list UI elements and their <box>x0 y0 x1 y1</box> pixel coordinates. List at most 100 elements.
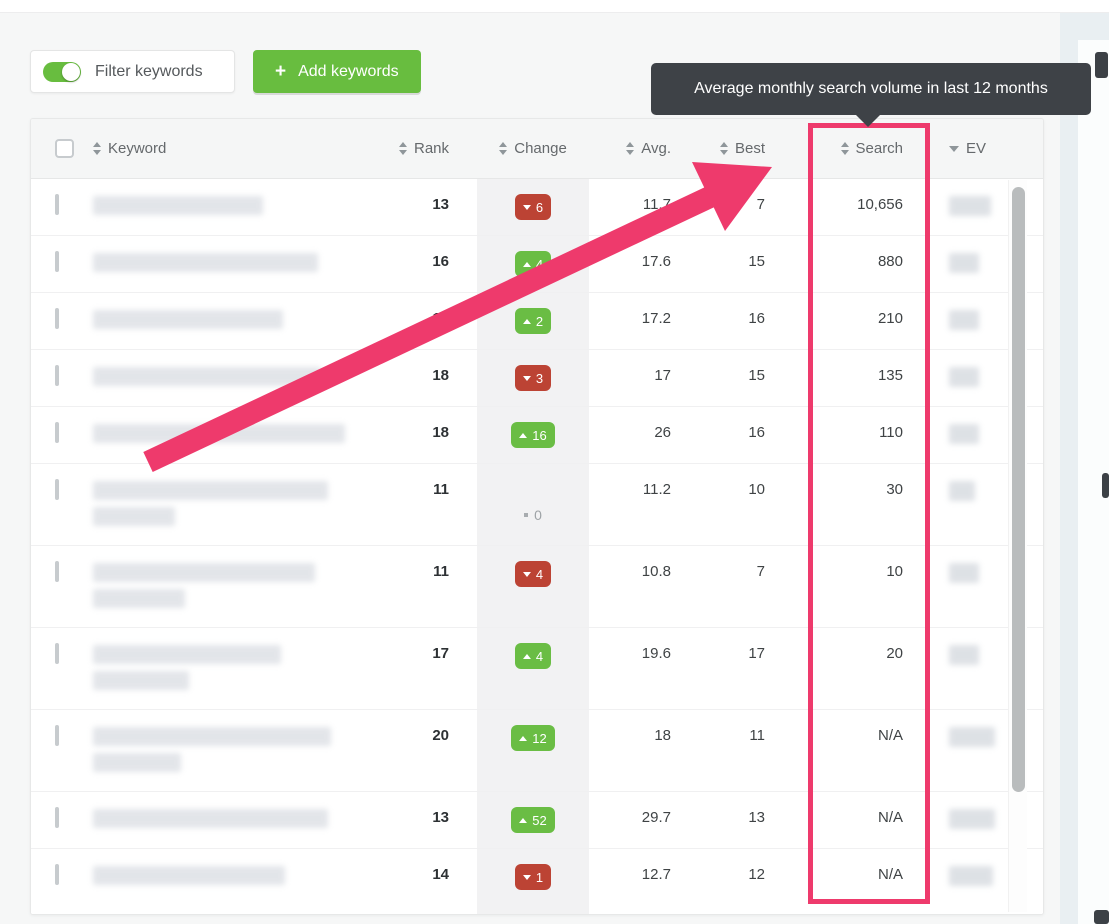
change-cell: 3 <box>477 350 589 406</box>
dot-icon <box>524 512 529 517</box>
row-checkbox[interactable] <box>55 864 59 885</box>
row-checkbox[interactable] <box>55 365 59 386</box>
keyword-cell-redacted <box>93 293 399 329</box>
change-badge: 52 <box>511 807 555 833</box>
row-checkbox[interactable] <box>55 422 59 443</box>
search-cell: 10,656 <box>857 196 903 213</box>
rank-cell: 13 <box>432 809 449 826</box>
search-cell: N/A <box>877 809 903 826</box>
search-cell: 880 <box>877 253 903 270</box>
column-header-rank[interactable]: Rank <box>399 140 477 157</box>
change-badge: 3 <box>514 365 552 391</box>
sort-arrows-icon <box>626 142 635 155</box>
keyword-table-row[interactable]: 17 4 19.6 17 20 <box>31 628 1043 710</box>
ev-value-redacted <box>949 563 979 583</box>
row-checkbox[interactable] <box>55 643 59 664</box>
change-value: 12 <box>532 730 547 746</box>
row-checkbox[interactable] <box>55 479 59 500</box>
redacted-keyword-line <box>93 310 283 329</box>
ev-value-redacted <box>949 809 995 829</box>
redacted-keyword-line <box>93 589 185 608</box>
keyword-table-row[interactable]: 18 16 26 16 110 <box>31 407 1043 464</box>
row-checkbox[interactable] <box>55 725 59 746</box>
row-checkbox[interactable] <box>55 561 59 582</box>
column-header-ev[interactable]: EV <box>941 140 1019 157</box>
rank-cell: 17 <box>432 310 449 327</box>
column-header-label: Best <box>735 140 766 157</box>
keyword-cell-redacted <box>93 792 399 828</box>
add-keywords-button[interactable]: + Add keywords <box>253 50 421 93</box>
avg-cell: 12.7 <box>641 866 671 883</box>
column-header-label: Rank <box>414 140 450 157</box>
column-header-best[interactable]: Best <box>687 140 773 157</box>
keyword-table-row[interactable]: 14 1 12.7 12 N/A <box>31 849 1043 914</box>
column-header-search[interactable]: Search <box>773 140 941 157</box>
change-cell: 2 <box>477 293 589 349</box>
tooltip-pointer-icon <box>855 114 881 127</box>
row-checkbox[interactable] <box>55 194 59 215</box>
keyword-table-row[interactable]: 17 2 17.2 16 210 <box>31 293 1043 350</box>
column-header-change[interactable]: Change <box>477 140 589 157</box>
redacted-keyword-line <box>93 424 345 443</box>
row-checkbox[interactable] <box>55 251 59 272</box>
change-badge: 16 <box>511 422 555 448</box>
table-body: 13 6 11.7 7 10,656 16 4 <box>31 179 1043 914</box>
column-header-label: EV <box>966 140 987 157</box>
table-header-row: Keyword Rank Change Avg. Best Search E <box>31 119 1043 179</box>
filter-keywords-control[interactable]: Filter keywords <box>30 50 235 93</box>
row-checkbox[interactable] <box>55 807 59 828</box>
vertical-scrollbar-thumb[interactable] <box>1012 187 1025 792</box>
keyword-table-row[interactable]: 20 12 18 11 N/A <box>31 710 1043 792</box>
search-cell: N/A <box>877 866 903 883</box>
row-select-cell <box>31 849 93 914</box>
change-value: 4 <box>535 648 544 664</box>
column-header-label: Change <box>514 140 567 157</box>
filter-keywords-label: Filter keywords <box>95 62 203 80</box>
column-header-avg[interactable]: Avg. <box>589 140 687 157</box>
column-header-label: Keyword <box>108 140 167 157</box>
column-header-keyword[interactable]: Keyword <box>93 140 399 157</box>
filter-toggle[interactable] <box>43 61 81 82</box>
rank-cell: 20 <box>432 727 449 744</box>
avg-cell: 19.6 <box>641 645 671 662</box>
search-volume-tooltip: Average monthly search volume in last 12… <box>651 63 1091 127</box>
column-header-label: Search <box>855 140 904 157</box>
triangle-up-icon <box>522 261 531 267</box>
select-all-checkbox[interactable] <box>55 139 74 158</box>
redacted-keyword-line <box>93 253 318 272</box>
search-cell: 10 <box>886 563 903 580</box>
keyword-table-row[interactable]: 18 3 17 15 135 <box>31 350 1043 407</box>
change-value: 4 <box>535 566 544 582</box>
best-cell: 7 <box>756 196 765 213</box>
redacted-keyword-line <box>93 367 321 386</box>
cutoff-text-fragment <box>1094 910 1109 924</box>
add-keywords-label: Add keywords <box>298 62 399 80</box>
keyword-cell-redacted <box>93 710 399 772</box>
keyword-table-row[interactable]: 13 52 29.7 13 N/A <box>31 792 1043 849</box>
keyword-table-row[interactable]: 11 0 11.2 10 30 <box>31 464 1043 546</box>
best-cell: 17 <box>748 645 765 662</box>
keyword-table-row[interactable]: 13 6 11.7 7 10,656 <box>31 179 1043 236</box>
avg-cell: 11.7 <box>642 196 671 213</box>
keyword-cell-redacted <box>93 546 399 608</box>
keyword-table-row[interactable]: 16 4 17.6 15 880 <box>31 236 1043 293</box>
best-cell: 16 <box>748 424 765 441</box>
avg-cell: 17.2 <box>641 310 671 327</box>
best-cell: 15 <box>748 367 765 384</box>
redacted-keyword-line <box>93 809 328 828</box>
keyword-table-row[interactable]: 11 4 10.8 7 10 <box>31 546 1043 628</box>
ev-value-redacted <box>949 645 979 665</box>
best-cell: 10 <box>748 481 765 498</box>
cutoff-text-fragment <box>1095 52 1108 78</box>
triangle-up-icon <box>522 318 531 324</box>
change-value: 16 <box>532 427 547 443</box>
ev-cell <box>941 710 1019 747</box>
vertical-scrollbar-track[interactable] <box>1008 180 1027 912</box>
row-checkbox[interactable] <box>55 308 59 329</box>
row-select-cell <box>31 293 93 349</box>
rank-cell: 18 <box>432 424 449 441</box>
toggle-knob-icon <box>62 62 80 81</box>
rank-cell: 14 <box>432 866 449 883</box>
ev-cell <box>941 293 1019 330</box>
